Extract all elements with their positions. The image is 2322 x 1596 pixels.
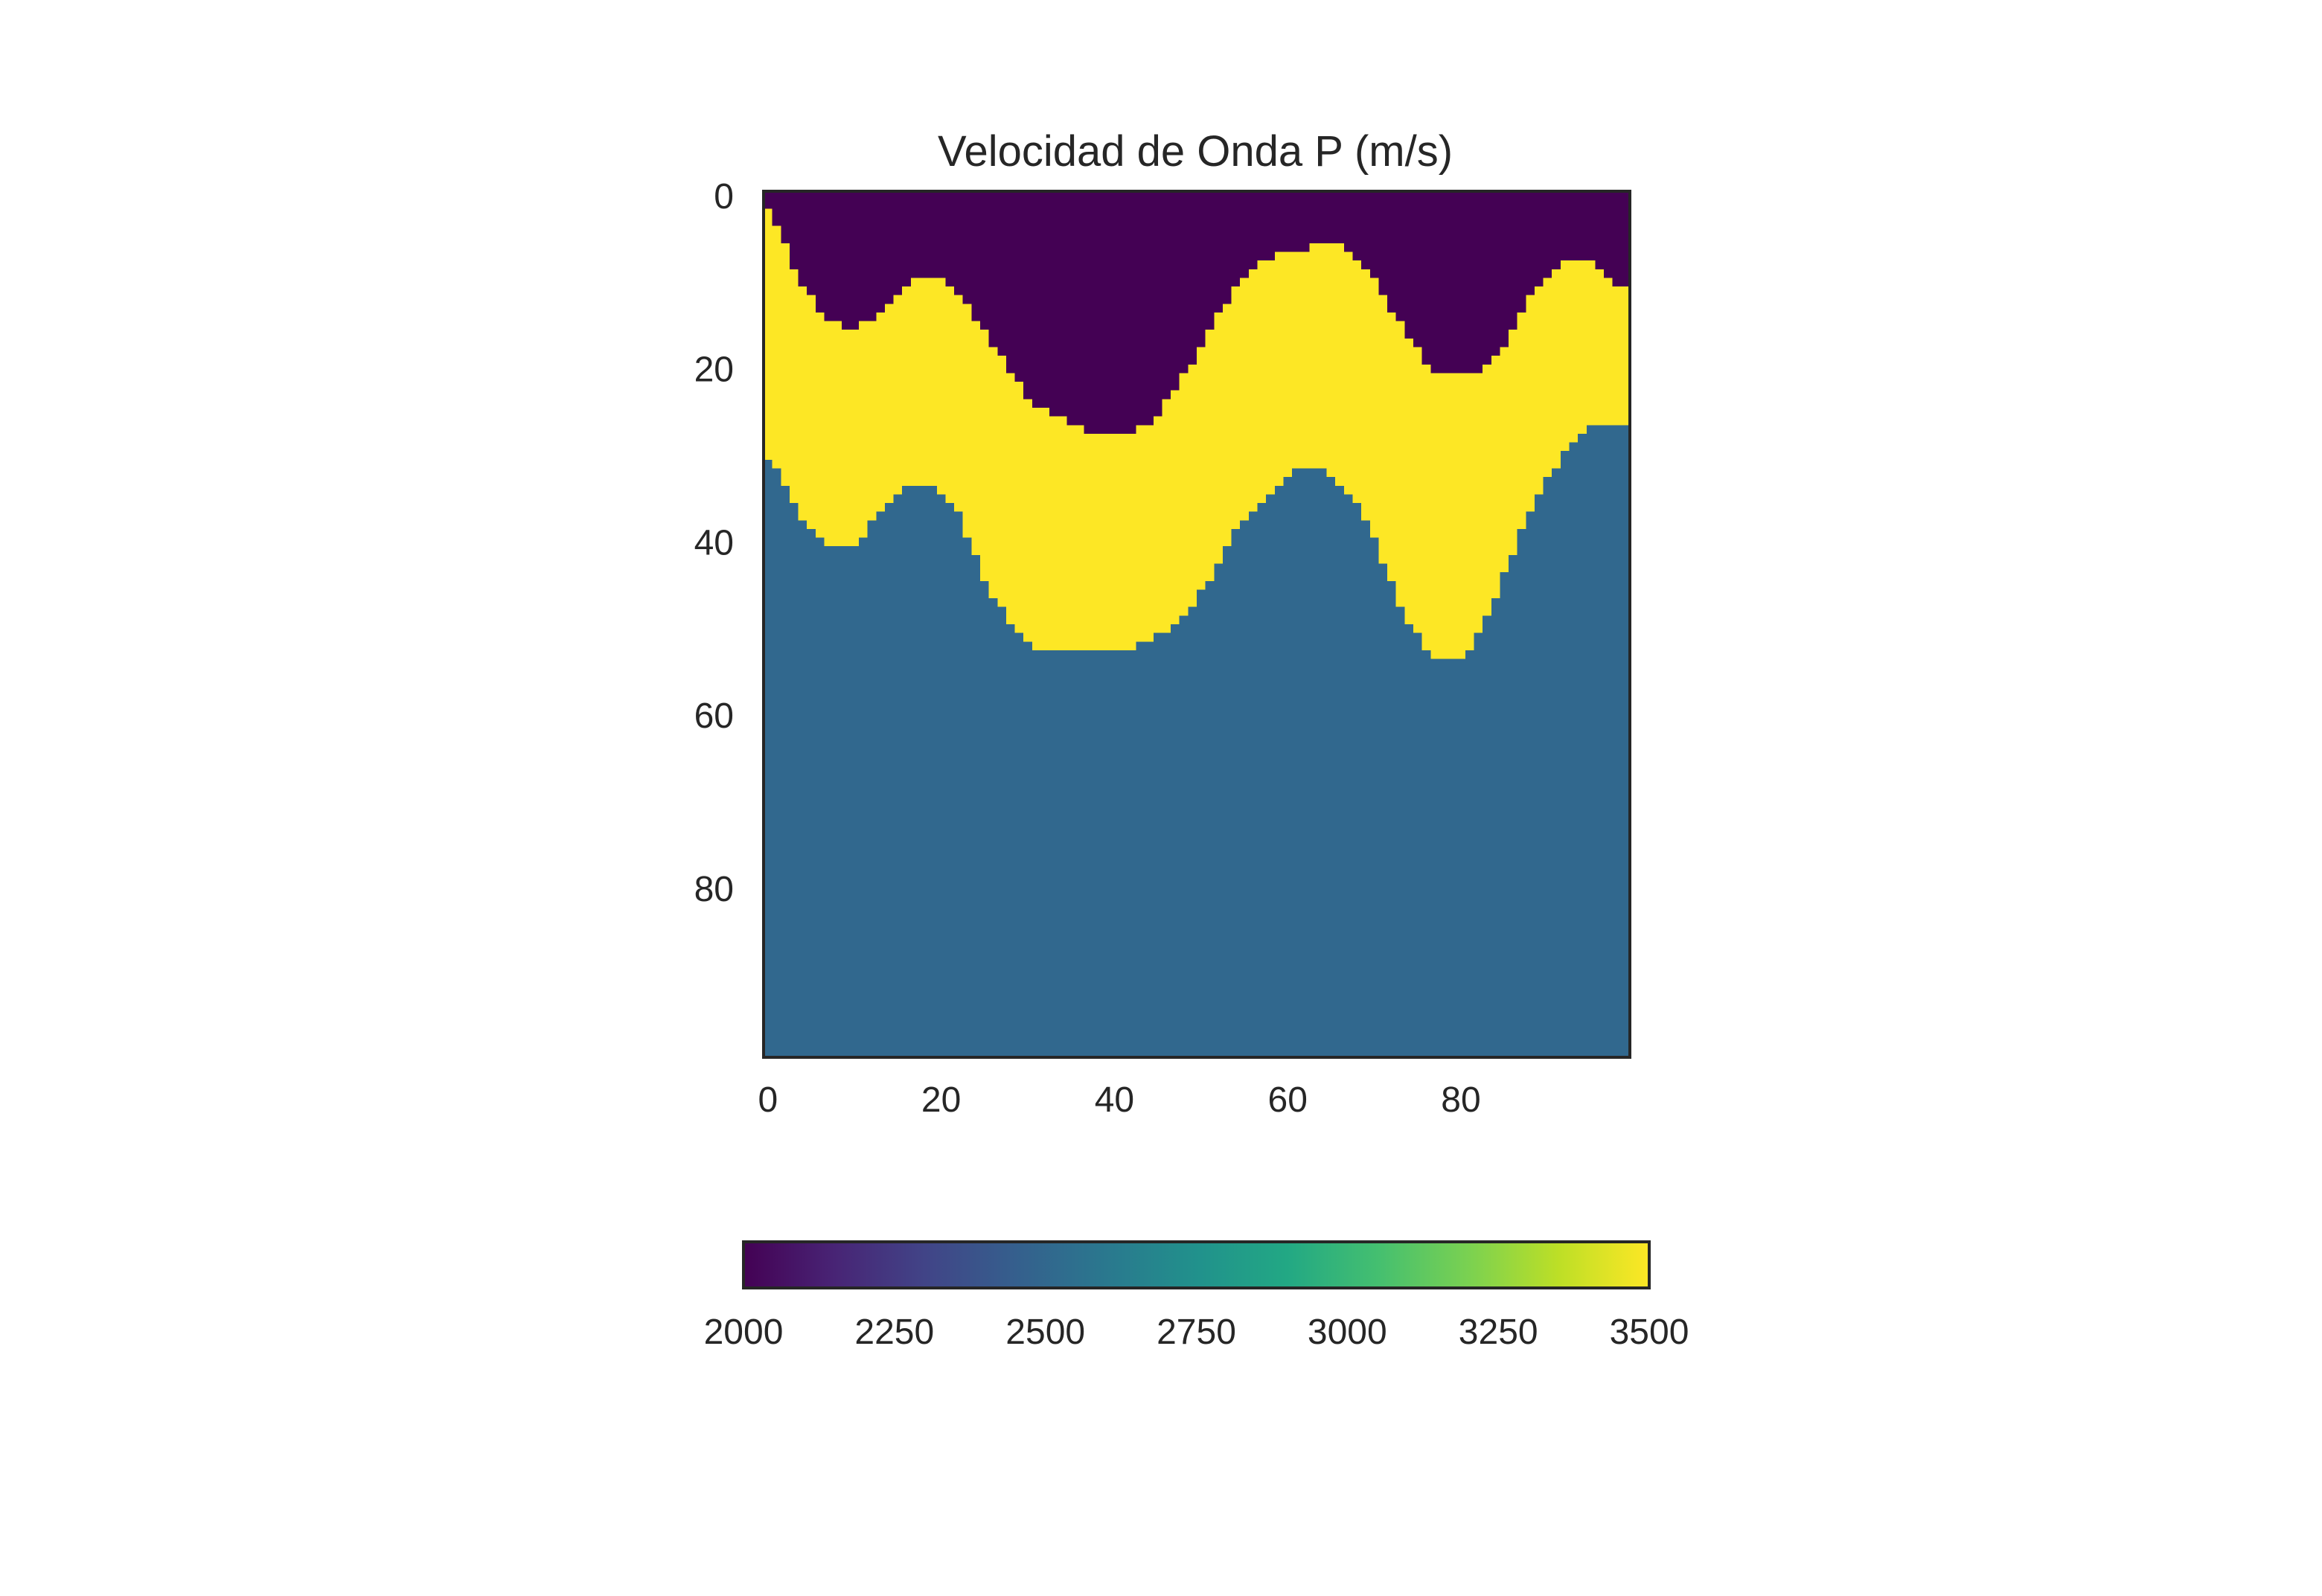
colorbar-tick-labels: 2000 2250 2500 2750 3000 3250 3500 (704, 1313, 1689, 1352)
x-tick-labels: 0 20 40 60 80 (758, 1080, 1480, 1120)
heatmap-layer-upper (764, 191, 1630, 434)
colorbar-tick-label: 3250 (1459, 1313, 1538, 1352)
heatmap-layer-middle (764, 208, 1630, 659)
x-tick-label: 0 (758, 1080, 778, 1120)
x-tick-label: 40 (1095, 1080, 1134, 1120)
plot-frame (762, 190, 1631, 1059)
colorbar-tick-label: 2000 (704, 1313, 784, 1352)
colorbar (742, 1240, 1651, 1289)
colorbar-tick-label: 2500 (1005, 1313, 1085, 1352)
x-tick-label: 80 (1441, 1080, 1480, 1120)
y-tick-labels: 0 20 40 60 80 (694, 177, 734, 909)
y-tick-label: 80 (694, 870, 734, 909)
colorbar-tick-label: 3500 (1610, 1313, 1689, 1352)
colorbar-tick-label: 3000 (1308, 1313, 1387, 1352)
colorbar-tick-label: 2250 (854, 1313, 934, 1352)
y-tick-label: 40 (694, 523, 734, 563)
x-tick-label: 20 (921, 1080, 961, 1120)
x-tick-label: 60 (1268, 1080, 1308, 1120)
colorbar-tick-label: 2750 (1157, 1313, 1236, 1352)
y-tick-label: 20 (694, 350, 734, 390)
y-tick-label: 60 (694, 696, 734, 736)
heatmap (764, 191, 1630, 1057)
chart-title: Velocidad de Onda P (m/s) (938, 127, 1453, 176)
y-tick-label: 0 (714, 177, 734, 217)
